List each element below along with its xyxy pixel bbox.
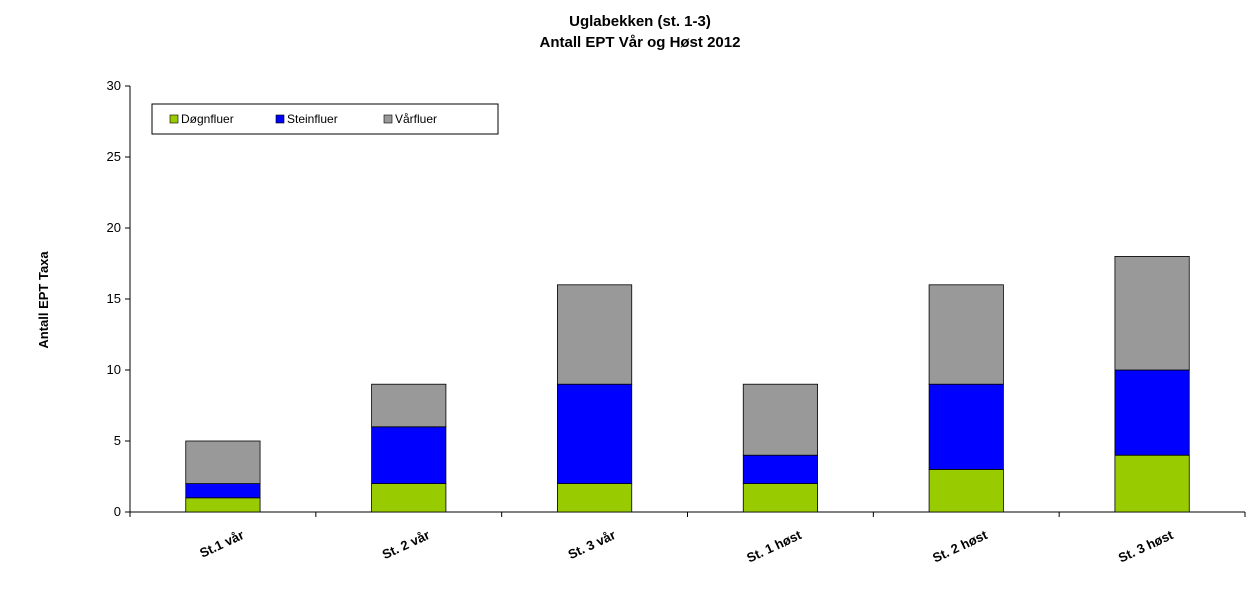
bar-segment [928, 468, 1004, 513]
bar-segment [742, 454, 818, 485]
bar-segment [557, 383, 633, 485]
y-tick-label: 20 [107, 220, 121, 235]
bar-segment [371, 426, 447, 484]
legend: Døgnfluer Steinfluer Vårfluer [151, 103, 499, 135]
bar-segment [371, 483, 447, 513]
bar-segment [1114, 255, 1190, 371]
x-tick-label: St. 2 vår [380, 527, 432, 562]
bar-segment [1114, 454, 1190, 513]
legend-swatch [275, 114, 285, 124]
y-tick-label: 15 [107, 291, 121, 306]
bar-segment [557, 483, 633, 513]
bar-segment [185, 497, 261, 513]
x-tick-label: St. 3 vår [566, 527, 618, 562]
y-tick-label: 5 [114, 433, 121, 448]
legend-swatch [169, 114, 179, 124]
bar-segment [371, 383, 447, 428]
y-axis-label: Antall EPT Taxa [36, 251, 51, 349]
legend-box [151, 103, 499, 135]
bar-segment [928, 383, 1004, 470]
legend-label: Døgnfluer [181, 112, 234, 126]
bar-segment [1114, 369, 1190, 456]
legend-label: Vårfluer [395, 112, 437, 126]
plot-area: 0 5 10 15 20 25 30 St.1 vår St. 2 vår St. 3 vår St… [107, 78, 1246, 566]
y-tick-label: 0 [114, 504, 121, 519]
bar-segment [742, 383, 818, 456]
x-tick-label: St.1 vår [197, 527, 246, 560]
y-tick-label: 10 [107, 362, 121, 377]
chart-subtitle: Antall EPT Vår og Høst 2012 [540, 34, 741, 51]
y-tick-label: 30 [107, 78, 121, 93]
chart-title: Uglabekken (st. 1-3) [569, 13, 711, 30]
bar-segment [185, 440, 261, 484]
bar-segment [742, 483, 818, 513]
y-tick-label: 25 [107, 149, 121, 164]
bar-segment [557, 284, 633, 385]
legend-swatch [383, 114, 393, 124]
bar-segment [928, 284, 1004, 385]
bar-segment [185, 483, 261, 499]
x-tick-label: St. 2 høst [930, 527, 990, 566]
x-tick-label: St. 1 høst [744, 527, 804, 566]
legend-label: Steinfluer [287, 112, 338, 126]
x-tick-label: St. 3 høst [1116, 527, 1176, 566]
